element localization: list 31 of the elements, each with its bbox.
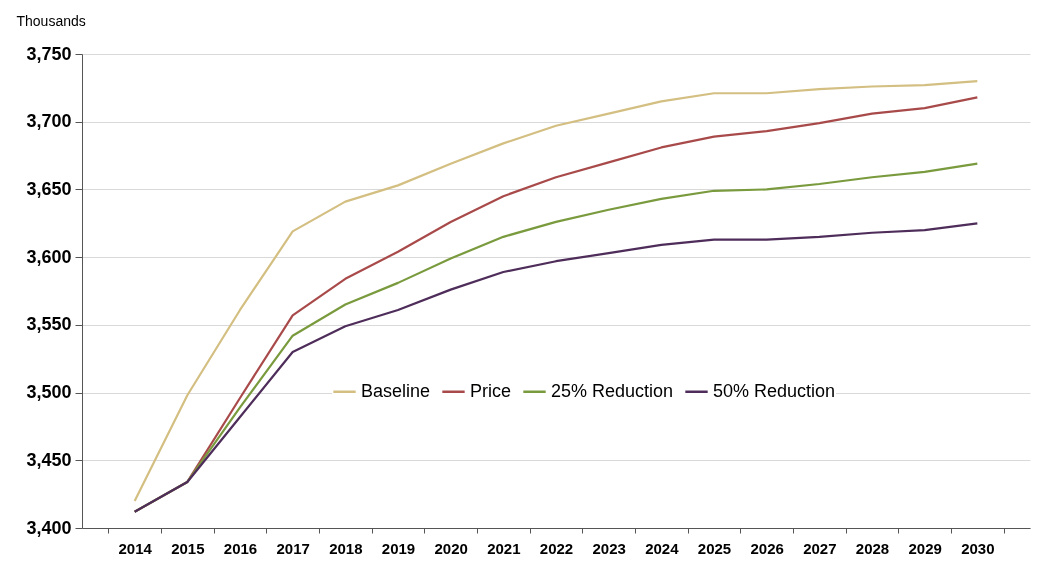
x-tick-label: 2015 [171,539,205,557]
y-tick-label: 3,550 [26,314,72,335]
x-tick-label: 2026 [750,539,784,557]
x-tick-label: 2019 [381,539,416,557]
x-tick-label: 2028 [855,539,890,557]
legend-label: 50% Reduction [713,380,836,401]
x-tick-label: 2017 [276,539,310,557]
x-tick-label: 2014 [118,539,153,557]
x-tick-label: 2020 [434,539,468,557]
legend-label: Price [470,380,512,401]
legend-label: Baseline [361,380,431,401]
x-tick-label: 2023 [592,539,626,557]
x-tick-label: 2018 [329,539,363,557]
x-tick-label: 2022 [539,539,574,557]
y-tick-label: 3,750 [26,43,72,64]
line-series [133,222,979,513]
y-tick-label: 3,400 [26,517,72,538]
y-tick-label: 3,600 [26,246,72,267]
y-tick-label: 3,650 [26,178,72,199]
y-tick-label: 3,700 [26,111,72,132]
x-tick-label: 2021 [487,539,521,557]
x-tick-label: 2016 [223,539,258,557]
x-tick-label: 2025 [697,539,732,557]
x-tick-label: 2027 [803,539,837,557]
y-axis-title: Thousands [16,12,86,29]
y-tick-label: 3,500 [26,382,72,403]
x-tick-label: 2029 [908,539,942,557]
x-tick-label: 2024 [645,539,680,557]
y-tick-label: 3,450 [26,449,72,470]
legend-label: 25% Reduction [551,380,674,401]
x-tick-label: 2030 [961,539,995,557]
